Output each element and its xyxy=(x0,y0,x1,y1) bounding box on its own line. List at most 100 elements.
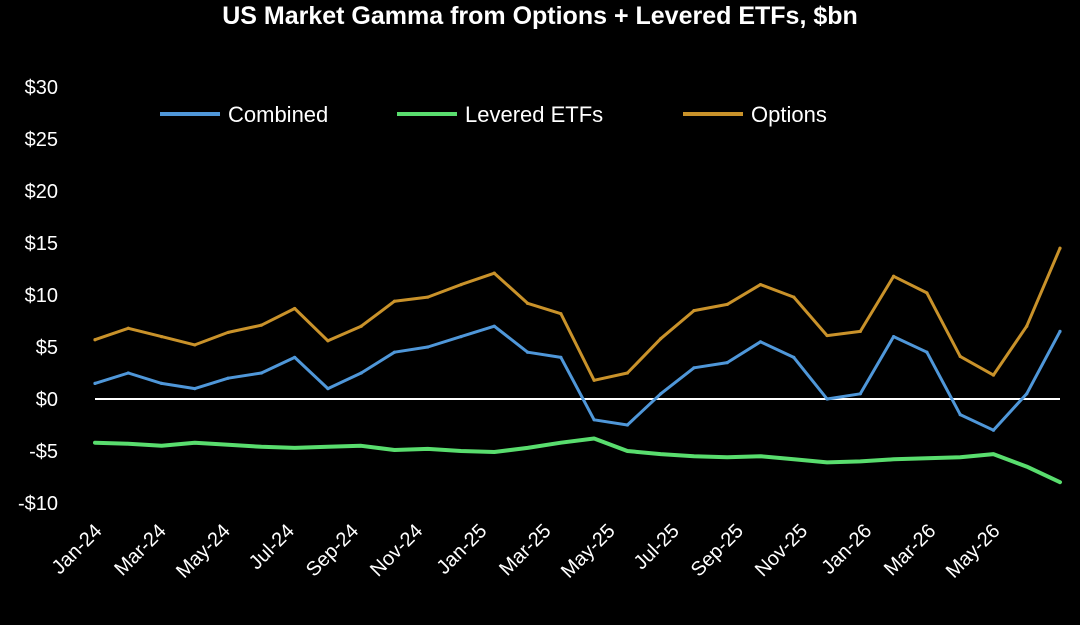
data-point-levered-etfs xyxy=(126,442,130,446)
data-point-options xyxy=(492,271,496,275)
data-point-options xyxy=(159,335,164,339)
data-point-levered-etfs xyxy=(159,444,164,448)
data-point-levered-etfs xyxy=(991,452,996,456)
data-point-options xyxy=(858,329,862,333)
x-tick-label: Jul-24 xyxy=(245,520,299,574)
x-axis: Jan-24 Mar-24 May-24 Jul-24 Sep-24 Nov-24 Jan-… xyxy=(48,520,1005,583)
x-tick-label: May-24 xyxy=(172,520,235,583)
data-point-combined xyxy=(892,335,896,339)
x-tick-label: Jan-25 xyxy=(433,520,492,579)
data-point-combined xyxy=(326,387,330,391)
data-point-combined xyxy=(825,397,829,401)
data-point-options xyxy=(359,324,363,328)
data-point-options xyxy=(758,283,763,287)
data-point-combined xyxy=(525,350,530,354)
legend-label-levered-etfs: Levered ETFs xyxy=(465,102,603,127)
x-tick-label: Jan-26 xyxy=(817,520,876,579)
chart-title: US Market Gamma from Options + Levered E… xyxy=(222,2,858,30)
series-line-levered-etfs xyxy=(93,436,1062,485)
x-tick-label: Mar-26 xyxy=(880,520,940,580)
data-point-options xyxy=(991,373,996,377)
y-tick-label: -$5 xyxy=(29,441,58,463)
data-point-levered-etfs xyxy=(259,445,263,449)
data-point-combined xyxy=(725,361,729,365)
data-point-levered-etfs xyxy=(1058,480,1062,484)
data-point-combined xyxy=(1025,392,1029,396)
data-point-levered-etfs xyxy=(392,448,397,452)
y-tick-label: $15 xyxy=(25,233,58,255)
data-point-levered-etfs xyxy=(525,446,530,450)
y-tick-label: $5 xyxy=(36,337,58,359)
y-tick-label: -$10 xyxy=(18,493,58,515)
data-point-combined xyxy=(459,335,463,339)
data-point-levered-etfs xyxy=(426,447,430,451)
data-point-combined xyxy=(492,324,496,328)
data-point-options xyxy=(259,323,263,327)
data-point-options xyxy=(625,371,630,375)
data-point-combined xyxy=(559,355,563,359)
data-point-levered-etfs xyxy=(958,455,962,459)
data-point-options xyxy=(725,302,729,306)
y-tick-label: $30 xyxy=(25,77,58,99)
data-point-levered-etfs xyxy=(1025,465,1029,469)
data-point-levered-etfs xyxy=(659,452,663,456)
data-point-options xyxy=(293,306,297,311)
y-tick-label: $25 xyxy=(25,129,58,151)
data-point-levered-etfs xyxy=(758,454,763,458)
data-point-options xyxy=(93,338,97,342)
y-tick-label: $0 xyxy=(36,389,58,411)
data-point-combined xyxy=(392,350,397,354)
data-point-combined xyxy=(1058,329,1062,333)
data-point-levered-etfs xyxy=(625,449,630,453)
data-point-combined xyxy=(426,345,430,349)
data-point-options xyxy=(392,299,397,303)
x-tick-label: Jan-24 xyxy=(48,520,107,579)
data-point-combined xyxy=(93,381,97,385)
data-point-levered-etfs xyxy=(359,444,363,448)
data-point-levered-etfs xyxy=(226,443,230,447)
data-point-combined xyxy=(659,392,663,396)
data-point-options xyxy=(825,333,829,338)
y-tick-label: $20 xyxy=(25,181,58,203)
data-point-combined xyxy=(193,387,197,391)
data-point-levered-etfs xyxy=(492,450,496,454)
data-point-combined xyxy=(159,381,164,385)
series-line-options xyxy=(93,246,1062,382)
data-point-levered-etfs xyxy=(293,446,297,450)
data-point-options xyxy=(792,295,796,299)
data-point-options xyxy=(592,378,596,382)
data-point-options xyxy=(1025,324,1029,328)
x-tick-label: Nov-25 xyxy=(751,520,812,581)
data-point-levered-etfs xyxy=(459,449,463,453)
data-point-options xyxy=(1058,246,1062,250)
data-point-options xyxy=(126,326,130,330)
x-tick-label: Sep-24 xyxy=(302,520,363,581)
data-point-options xyxy=(326,339,330,343)
data-point-levered-etfs xyxy=(825,460,829,465)
data-point-options xyxy=(193,343,197,347)
data-point-levered-etfs xyxy=(93,441,97,445)
data-point-combined xyxy=(625,423,630,427)
data-point-combined xyxy=(226,376,230,380)
x-tick-label: Sep-25 xyxy=(687,520,748,581)
data-point-combined xyxy=(991,428,996,432)
data-point-levered-etfs xyxy=(559,441,563,445)
data-point-options xyxy=(892,274,896,278)
data-point-combined xyxy=(925,350,929,354)
data-point-options xyxy=(226,330,230,335)
data-point-options xyxy=(426,295,430,299)
data-point-combined xyxy=(692,366,696,370)
x-tick-label: May-26 xyxy=(942,520,1005,583)
data-point-combined xyxy=(758,340,763,344)
x-tick-label: Mar-24 xyxy=(110,520,170,580)
data-point-levered-etfs xyxy=(892,457,896,461)
x-tick-label: Nov-24 xyxy=(366,520,427,581)
data-point-options xyxy=(925,291,929,295)
data-point-options xyxy=(459,283,463,287)
data-point-levered-etfs xyxy=(692,454,696,458)
y-axis: -$10 -$5 $0 $5 $10 $15 $20 $25 $30 xyxy=(18,77,58,515)
data-point-levered-etfs xyxy=(792,457,796,461)
data-point-combined xyxy=(592,418,596,422)
data-point-levered-etfs xyxy=(592,436,596,441)
